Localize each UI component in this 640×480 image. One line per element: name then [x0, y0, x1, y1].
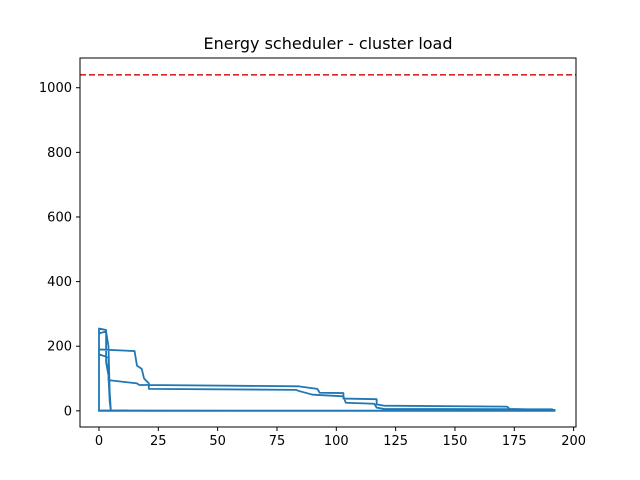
- y-tick-label-0: 0: [64, 404, 72, 419]
- axes: 0 25 50 75 100 125 150 175 200 0 200 400 600 800 1000: [39, 57, 586, 449]
- x-tick-label-100: 100: [324, 434, 349, 449]
- x-tick-label-0: 0: [95, 434, 103, 449]
- x-tick-label-75: 75: [269, 434, 286, 449]
- x-tick-label-25: 25: [150, 434, 167, 449]
- chart-title: Energy scheduler - cluster load: [203, 34, 452, 53]
- plot-content: [80, 74, 576, 412]
- y-tick-label-1000: 1000: [39, 81, 72, 96]
- y-tick-label-200: 200: [47, 340, 72, 355]
- y-tick-label-400: 400: [47, 275, 72, 290]
- x-tick-label-175: 175: [502, 434, 527, 449]
- x-tick-label-125: 125: [383, 434, 408, 449]
- y-tick-label-800: 800: [47, 146, 72, 161]
- x-tick-label-50: 50: [209, 434, 226, 449]
- plot-frame: [79, 57, 577, 428]
- y-tick-label-600: 600: [47, 210, 72, 225]
- x-tick-label-150: 150: [443, 434, 468, 449]
- plot-area: [80, 74, 576, 412]
- series-line-1: [98, 327, 556, 412]
- x-tick-label-200: 200: [561, 434, 586, 449]
